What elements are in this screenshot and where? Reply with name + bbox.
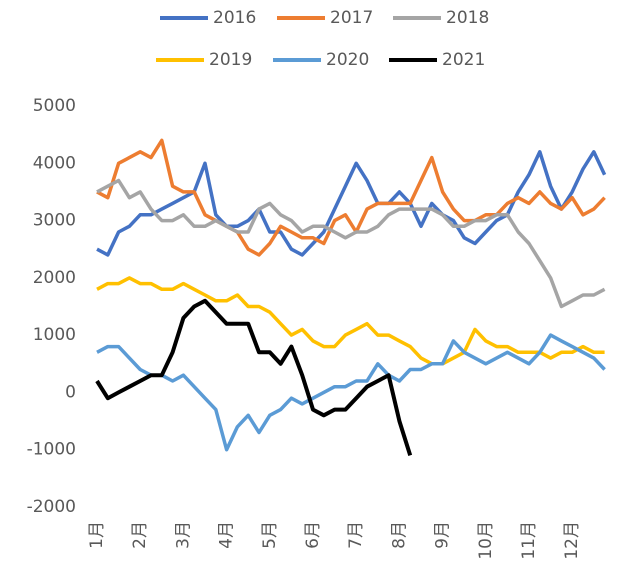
series-line [96,178,606,309]
series-line [96,138,606,257]
y-tick-label: -1000 [27,440,76,460]
legend-label: 2016 [213,8,256,28]
legend-label: 2018 [446,8,489,28]
series-line [95,298,413,457]
y-tick-label: 2000 [33,268,76,288]
series-line [96,276,605,366]
y-tick-label: 0 [65,382,76,402]
y-tick-label: 5000 [33,96,76,116]
y-tick-label: -2000 [27,497,76,517]
x-tick-label: 11月 [519,521,539,560]
x-tick-label: 8月 [389,521,409,549]
x-tick-label: 6月 [303,521,323,549]
x-tick-label: 5月 [260,521,280,549]
y-tick-label: 3000 [33,211,76,231]
x-tick-label: 7月 [346,521,366,549]
x-tick-label: 3月 [173,521,193,549]
series-line [96,150,607,257]
legend-label: 2017 [330,8,373,28]
legend-label: 2019 [209,50,252,70]
x-tick-label: 4月 [217,521,237,549]
x-tick-label: 12月 [562,521,582,560]
x-tick-label: 1月 [87,521,107,549]
x-tick-label: 2月 [130,521,150,549]
legend-label: 2021 [442,50,485,70]
y-tick-label: 1000 [33,325,76,345]
x-tick-label: 9月 [433,521,453,549]
series-line [96,333,606,452]
x-tick-label: 10月 [476,521,496,560]
legend-label: 2020 [326,50,369,70]
y-tick-label: 4000 [33,153,76,173]
